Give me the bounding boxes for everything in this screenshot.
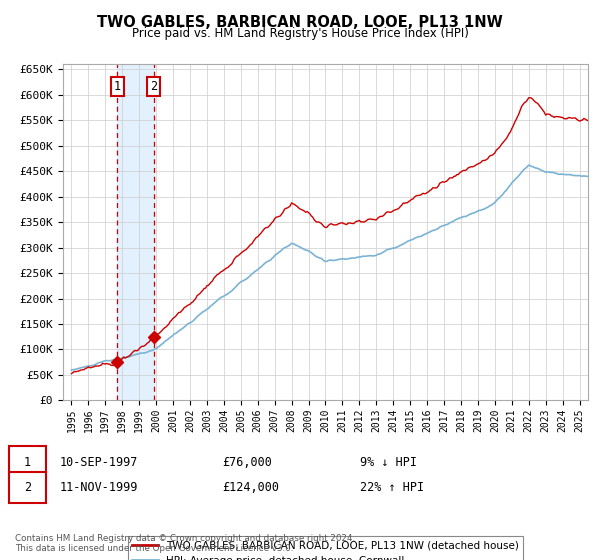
Text: 22% ↑ HPI: 22% ↑ HPI [360,480,424,494]
Text: TWO GABLES, BARBICAN ROAD, LOOE, PL13 1NW: TWO GABLES, BARBICAN ROAD, LOOE, PL13 1N… [97,15,503,30]
Text: 2: 2 [24,480,31,494]
Legend: TWO GABLES, BARBICAN ROAD, LOOE, PL13 1NW (detached house), HPI: Average price, : TWO GABLES, BARBICAN ROAD, LOOE, PL13 1N… [128,536,523,560]
Text: 1: 1 [113,80,121,93]
Text: £124,000: £124,000 [222,480,279,494]
Text: 2: 2 [150,80,157,93]
Text: £76,000: £76,000 [222,455,272,469]
Bar [117,64,154,400]
Text: 1: 1 [24,455,31,469]
Text: Price paid vs. HM Land Registry's House Price Index (HPI): Price paid vs. HM Land Registry's House … [131,27,469,40]
Text: 9% ↓ HPI: 9% ↓ HPI [360,455,417,469]
Text: 10-SEP-1997: 10-SEP-1997 [60,455,139,469]
Text: Contains HM Land Registry data © Crown copyright and database right 2024.
This d: Contains HM Land Registry data © Crown c… [15,534,355,553]
Text: 11-NOV-1999: 11-NOV-1999 [60,480,139,494]
